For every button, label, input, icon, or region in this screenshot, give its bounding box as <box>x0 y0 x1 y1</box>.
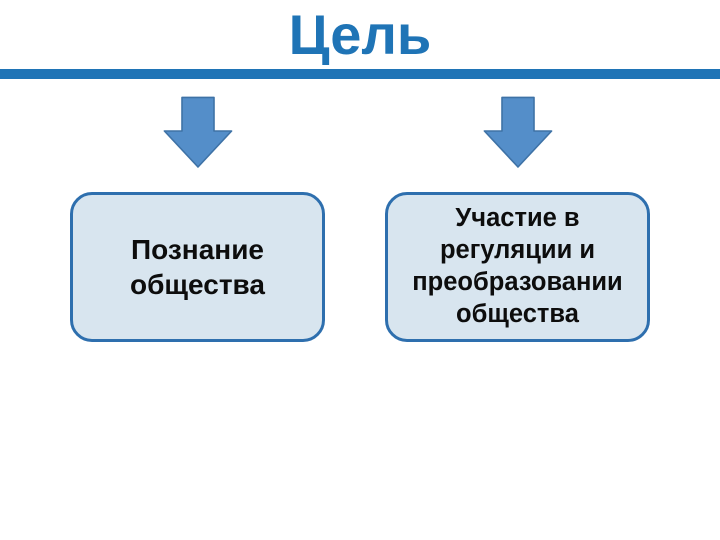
right-column: Участие в регуляции и преобразовании общ… <box>385 91 650 342</box>
down-arrow-icon <box>478 91 558 176</box>
diagram-content: Познание общества Участие в регуляции и … <box>0 91 720 342</box>
left-box: Познание общества <box>70 192 325 342</box>
left-column: Познание общества <box>70 91 325 342</box>
down-arrow-icon <box>158 91 238 176</box>
page-title: Цель <box>0 0 720 67</box>
title-underline <box>0 69 720 79</box>
right-box: Участие в регуляции и преобразовании общ… <box>385 192 650 342</box>
